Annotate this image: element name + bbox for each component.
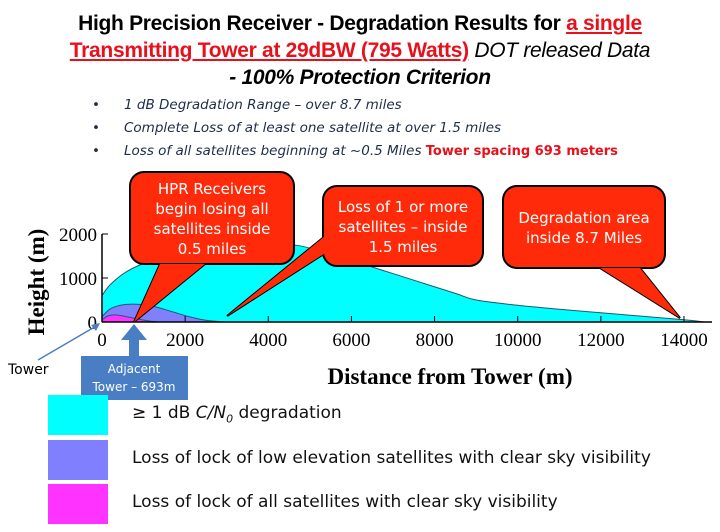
callout-text: begin losing all bbox=[155, 200, 268, 218]
x-tick-label: 8000 bbox=[416, 330, 454, 351]
legend-label-italic: C/N bbox=[195, 403, 227, 423]
callout-text: Degradation area bbox=[518, 209, 649, 227]
legend-label-pre: ≥ 1 dB bbox=[132, 403, 196, 423]
legend-swatch-magenta bbox=[48, 484, 108, 524]
callout-text: Loss of 1 or more bbox=[338, 198, 468, 216]
callout-text: satellites – inside bbox=[339, 218, 468, 236]
legend-swatch-cyan bbox=[48, 395, 108, 435]
title-line-3: - 100% Protection Criterion bbox=[229, 66, 491, 89]
legend-label: Loss of lock of low elevation satellites… bbox=[132, 448, 651, 468]
y-tick-label: 2000 bbox=[59, 225, 97, 246]
bullet-text: Complete Loss of at least one satellite … bbox=[124, 120, 502, 136]
callout-box bbox=[129, 171, 295, 265]
callout-text: satellites inside bbox=[154, 220, 271, 238]
title-highlight-1: a single bbox=[566, 12, 642, 35]
tower-label: Tower bbox=[7, 362, 49, 378]
callout-text: 1.5 miles bbox=[369, 238, 438, 256]
callout-text: inside 8.7 Miles bbox=[526, 229, 642, 247]
callout-text: 0.5 miles bbox=[178, 240, 247, 258]
title-line-1: High Precision Receiver - Degradation Re… bbox=[0, 10, 720, 37]
y-tick-label: 0 bbox=[88, 313, 98, 334]
degradation-chart: 0 2000 4000 6000 8000 10000 12000 14000 0 1000 200… bbox=[7, 171, 712, 400]
x-tick-label: 6000 bbox=[332, 330, 370, 351]
annotations: Tower Adjacent Tower – 693m bbox=[7, 323, 188, 400]
bullet-item: • Complete Loss of at least one satellite… bbox=[92, 117, 712, 140]
bullet-highlight: Tower spacing 693 meters bbox=[425, 144, 618, 159]
legend-label-post: degradation bbox=[233, 403, 342, 423]
legend-swatch-purple bbox=[48, 440, 108, 480]
legend-label: Loss of lock of all satellites with clea… bbox=[132, 492, 558, 512]
adjacent-tower-label-1: Adjacent bbox=[108, 362, 161, 376]
callout-2: Loss of 1 or more satellites – inside 1.5 … bbox=[226, 185, 484, 317]
legend-item: Loss of lock of all satellites with clea… bbox=[48, 484, 708, 528]
callout-pointer-fill bbox=[600, 268, 680, 318]
tower-arrow-line bbox=[37, 324, 99, 361]
bullet-list: • 1 dB Degradation Range – over 8.7 miles… bbox=[92, 94, 712, 163]
callouts: HPR Receivers begin losing all satellites … bbox=[129, 171, 681, 323]
title-highlight-2: Transmitting Tower at 29dBW (795 Watts) bbox=[69, 39, 469, 62]
x-tick-label: 0 bbox=[97, 330, 107, 351]
page-title: High Precision Receiver - Degradation Re… bbox=[0, 10, 720, 91]
x-axis-title: Distance from Tower (m) bbox=[327, 364, 572, 389]
legend-label: ≥ 1 dB C/N0 degradation bbox=[132, 403, 342, 425]
title-text-1: High Precision Receiver - Degradation Re… bbox=[78, 12, 567, 35]
adjacent-tower-box bbox=[81, 356, 188, 400]
x-tick-label: 4000 bbox=[249, 330, 287, 351]
callout-pointer-fill bbox=[227, 232, 330, 316]
callout-pointer-fill bbox=[134, 264, 205, 322]
x-tick-label: 14000 bbox=[660, 330, 708, 351]
bullet-item: • 1 dB Degradation Range – over 8.7 miles bbox=[92, 94, 712, 117]
title-line-2: Transmitting Tower at 29dBW (795 Watts) … bbox=[0, 37, 720, 64]
tower-arrow-head-icon bbox=[91, 323, 100, 331]
legend-item: Loss of lock of low elevation satellites… bbox=[48, 440, 708, 484]
bullet-icon: • bbox=[92, 97, 100, 113]
adjacent-tower-arrow-icon bbox=[121, 324, 147, 356]
x-tick-label: 10000 bbox=[494, 330, 542, 351]
y-tick-label: 1000 bbox=[59, 269, 97, 290]
bullet-icon: • bbox=[92, 120, 100, 136]
bullet-item: • Loss of all satellites beginning at ~0.… bbox=[92, 140, 712, 163]
bullet-text: 1 dB Degradation Range – over 8.7 miles bbox=[124, 97, 402, 113]
legend-label-sub: 0 bbox=[226, 412, 234, 426]
title-text-2: DOT released Data bbox=[468, 39, 651, 62]
bullet-icon: • bbox=[92, 143, 100, 159]
y-axis-title: Height (m) bbox=[24, 229, 49, 336]
callout-text: HPR Receivers bbox=[158, 180, 266, 198]
callout-1: HPR Receivers begin losing all satellites … bbox=[129, 171, 295, 323]
legend-item: ≥ 1 dB C/N0 degradation bbox=[48, 395, 708, 439]
x-tick-label: 2000 bbox=[166, 330, 204, 351]
callout-3: Degradation area inside 8.7 Miles bbox=[502, 185, 681, 319]
adjacent-tower-label-2: Tower – 693m bbox=[92, 380, 176, 394]
callout-box bbox=[502, 185, 666, 269]
callout-box bbox=[322, 185, 484, 267]
bullet-text: Loss of all satellites beginning at ~0.5… bbox=[124, 143, 426, 159]
x-tick-label: 12000 bbox=[577, 330, 625, 351]
chart-axes: 0 2000 4000 6000 8000 10000 12000 14000 0 1000 200… bbox=[24, 225, 712, 389]
